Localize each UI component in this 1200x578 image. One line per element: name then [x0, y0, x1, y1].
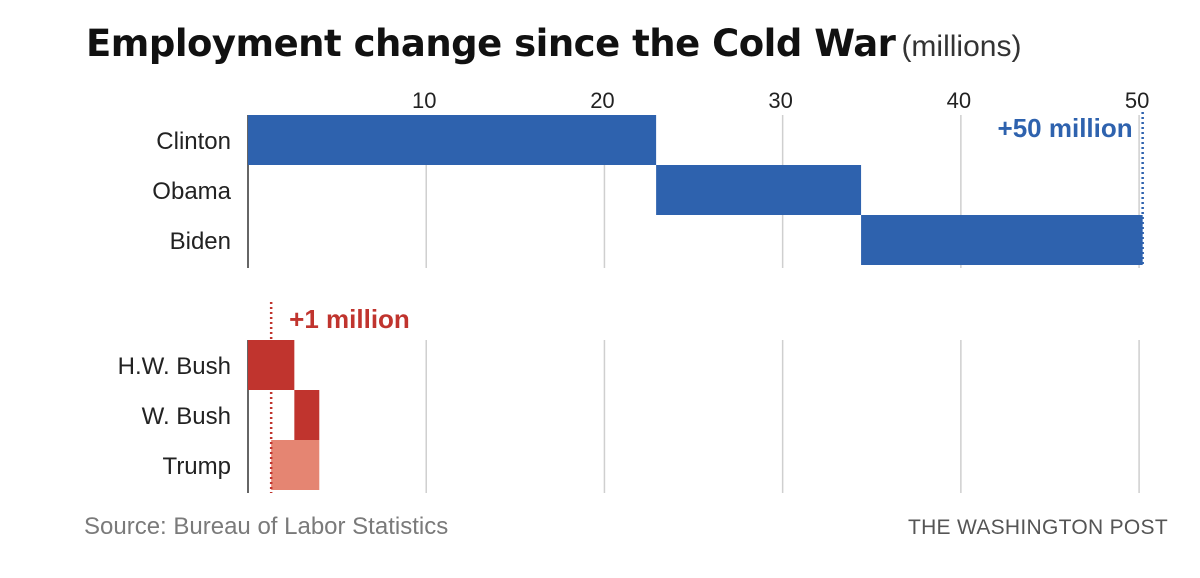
row-label: Biden [170, 228, 231, 255]
source-note: Source: Bureau of Labor Statistics [84, 513, 449, 540]
chart-subtitle: (millions) [901, 30, 1022, 63]
bar [294, 390, 320, 440]
bar [271, 440, 320, 490]
total-marker-label: +50 million [998, 113, 1133, 143]
x-tick-label: 10 [412, 88, 436, 113]
row-label: H.W. Bush [118, 353, 231, 380]
x-tick-label: 30 [768, 88, 792, 113]
x-tick-label: 50 [1125, 88, 1149, 113]
bar [248, 115, 657, 165]
row-label: W. Bush [142, 403, 231, 430]
row-label: Obama [152, 178, 231, 205]
publisher-brand: THE WASHINGTON POST [907, 516, 1168, 539]
total-marker-label: +1 million [289, 304, 410, 334]
bar [861, 215, 1143, 265]
chart-title-row: Employment change since the Cold War (mil… [86, 22, 1021, 65]
bar [656, 165, 862, 215]
row-label: Trump [163, 453, 231, 480]
chart-title: Employment change since the Cold War [86, 22, 896, 65]
row-label: Clinton [156, 128, 231, 155]
x-tick-label: 20 [590, 88, 614, 113]
x-tick-label: 40 [947, 88, 971, 113]
